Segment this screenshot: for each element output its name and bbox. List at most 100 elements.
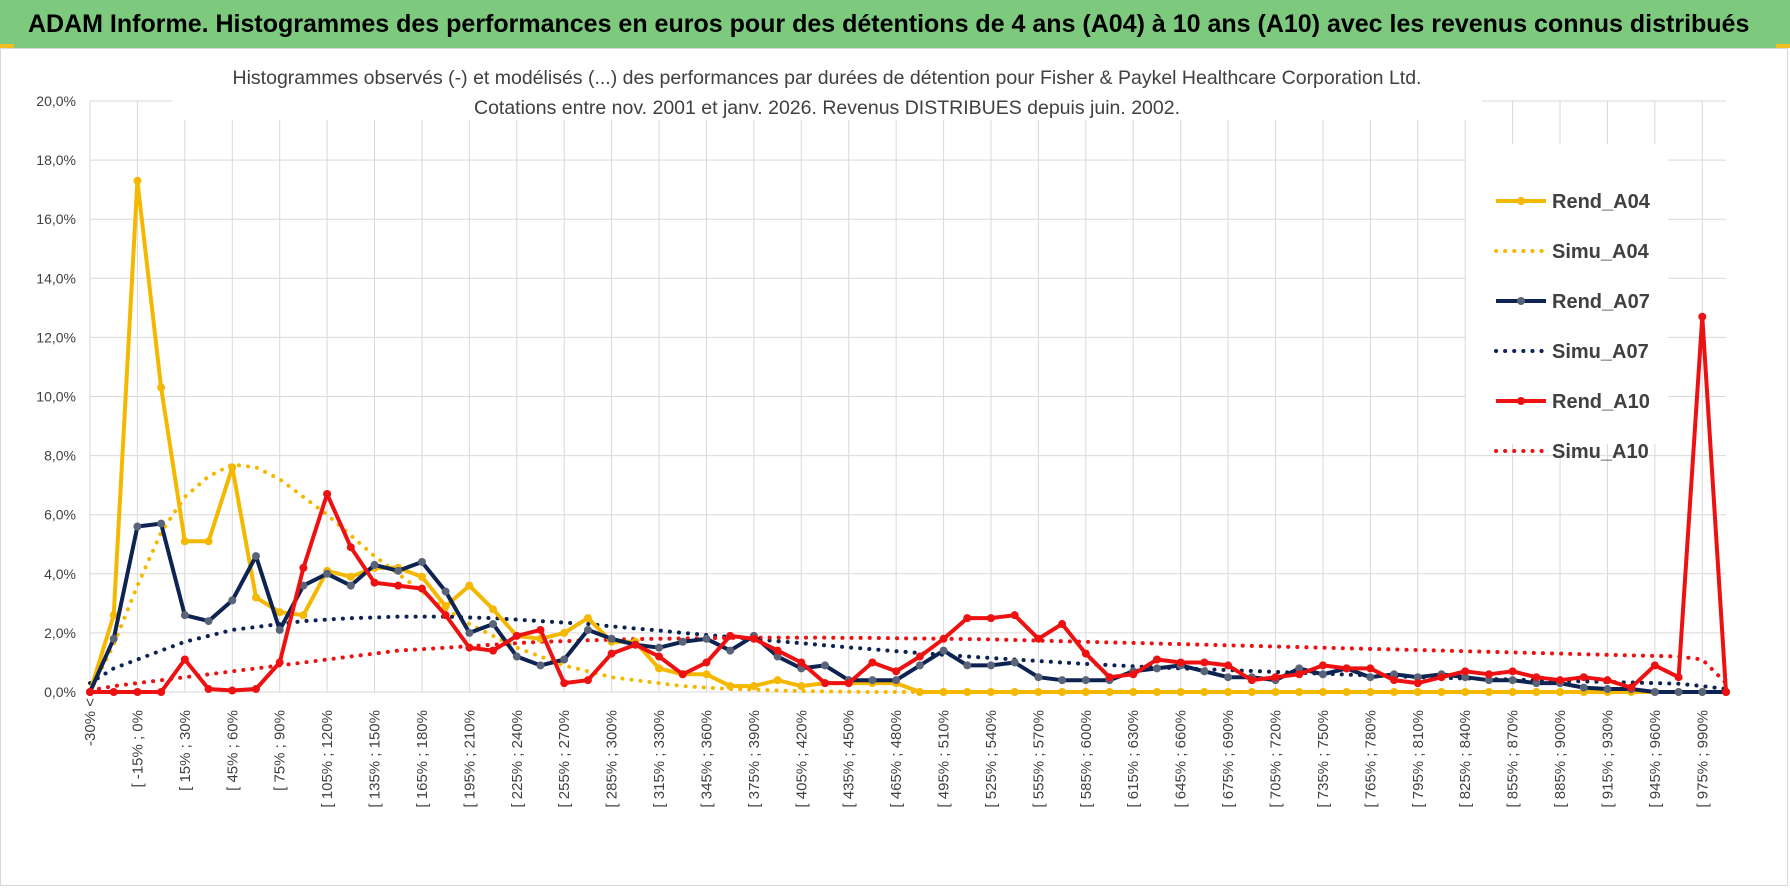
data-point-rend_a07 [726,646,735,655]
x-tick-label: [ 15% ; 30% [177,710,194,791]
data-point-rend_a10 [1722,688,1730,696]
chart-subtitle: Cotations entre nov. 2001 et janv. 2026.… [474,97,1180,119]
data-point-rend_a10 [299,563,308,572]
series-line-rend_a10 [90,314,1728,694]
data-point-rend_a07 [1698,688,1707,696]
x-tick-label: [ 675% ; 690% [1220,710,1237,808]
y-tick-label: 14,0% [36,270,76,286]
title-background [172,58,1482,120]
x-tick-label: [ 345% ; 360% [698,710,715,808]
data-point-rend_a04 [109,611,118,620]
series-line-rend_a07 [88,521,1726,694]
data-point-rend_a04 [346,572,355,581]
data-point-rend_a07 [1484,676,1493,685]
data-point-rend_a10 [1437,673,1446,682]
data-point-rend_a04 [1010,688,1019,696]
data-point-rend_a07 [1224,673,1233,682]
data-point-rend_a07 [370,560,379,569]
data-point-rend_a07 [1152,664,1161,673]
data-point-rend_a04 [1318,688,1327,696]
data-point-rend_a07 [489,620,498,629]
data-point-rend_a07 [394,566,403,575]
data-point-rend_a10 [370,578,379,587]
data-point-rend_a10 [1484,670,1493,679]
data-point-rend_a07 [133,522,142,531]
x-axis-ticks: -30% < [ -15% ; 0% [ 15% ; 30% [ 45% ; 60% [… [82,698,1711,808]
x-tick-label: [ 525% ; 540% [983,710,1000,808]
x-tick-label: [ 585% ; 600% [1078,710,1095,808]
data-point-rend_a04 [228,463,237,472]
data-point-rend_a04 [1295,688,1304,696]
data-point-rend_a10 [1152,655,1161,664]
data-point-rend_a04 [1413,688,1422,696]
data-point-rend_a07 [583,625,592,634]
legend-label-simu_a04: Simu_A04 [1552,241,1650,263]
data-point-rend_a10 [726,631,735,640]
data-point-rend_a10 [323,490,332,499]
data-point-rend_a10 [489,646,498,655]
x-tick-label: [ 855% ; 870% [1505,710,1522,808]
data-point-rend_a10 [1508,667,1517,676]
data-point-rend_a07 [702,634,711,643]
data-point-rend_a04 [726,682,735,691]
data-point-rend_a07 [1674,688,1683,696]
data-point-rend_a07 [323,569,332,578]
data-point-rend_a07 [773,652,782,661]
data-point-rend_a10 [1532,673,1541,682]
x-tick-label: [ 225% ; 240% [509,710,526,808]
series-line-simu_a10 [88,635,1728,693]
data-point-rend_a07 [1579,683,1588,692]
x-tick-label: [ 435% ; 450% [841,710,858,808]
data-point-rend_a10 [251,685,260,694]
legend-marker-rend_a07 [1517,297,1525,305]
legend-label-rend_a04: Rend_A04 [1552,191,1651,213]
data-point-rend_a10 [1224,661,1233,670]
histogram-chart: 0,0% 2,0% 4,0% 6,0% 8,0% 10,0% 12,0% 14,0% 16,0%… [36,58,1730,808]
x-tick-label: [ 405% ; 420% [793,710,810,808]
data-point-rend_a04 [1081,688,1090,696]
data-point-rend_a04 [939,688,948,696]
x-tick-label: [ 465% ; 480% [888,710,905,808]
data-point-rend_a07 [821,661,830,670]
y-tick-label: 16,0% [36,211,76,227]
data-point-rend_a10 [228,686,237,695]
data-point-rend_a10 [986,614,995,623]
data-point-rend_a04 [749,682,758,691]
data-point-rend_a07 [1318,670,1327,679]
data-point-rend_a10 [1295,670,1304,679]
data-point-rend_a07 [1034,673,1043,682]
data-point-rend_a04 [986,688,995,696]
x-tick-label: [ 975% ; 990% [1694,710,1711,808]
y-tick-label: 6,0% [44,507,76,523]
data-point-rend_a07 [157,519,166,528]
data-point-rend_a10 [1674,673,1683,682]
legend-label-rend_a07: Rend_A07 [1552,291,1650,313]
data-point-rend_a10 [204,685,213,694]
data-point-rend_a07 [1010,658,1019,667]
y-tick-label: 20,0% [36,93,76,109]
data-point-rend_a04 [1532,688,1541,696]
x-tick-label: -30% < [82,698,99,746]
data-point-rend_a04 [275,608,284,617]
data-point-rend_a04 [1129,688,1138,696]
data-point-rend_a07 [1413,673,1422,682]
data-point-rend_a04 [773,676,782,685]
data-point-rend_a10 [417,584,426,593]
data-point-rend_a04 [157,383,166,392]
data-point-rend_a10 [797,658,806,667]
data-point-rend_a10 [275,658,284,667]
y-axis-ticks: 0,0% 2,0% 4,0% 6,0% 8,0% 10,0% 12,0% 14,0% 16,0%… [36,93,76,700]
x-tick-label: [ 885% ; 900% [1552,710,1569,808]
x-tick-label: [ 945% ; 960% [1647,710,1664,808]
data-point-rend_a04 [655,664,664,673]
data-point-rend_a07 [512,652,521,661]
x-tick-label: [ -15% ; 0% [129,710,146,788]
data-point-rend_a10 [892,667,901,676]
legend-label-simu_a10: Simu_A10 [1552,441,1649,463]
data-point-rend_a07 [939,646,948,655]
y-tick-label: 4,0% [44,566,76,582]
legend: Rend_A04 Simu_A04 Rend_A07 Simu_A07 Rend_A10… [1494,191,1651,463]
data-point-rend_a07 [1532,679,1541,688]
data-point-rend_a04 [133,176,142,185]
data-point-rend_a10 [583,676,592,685]
